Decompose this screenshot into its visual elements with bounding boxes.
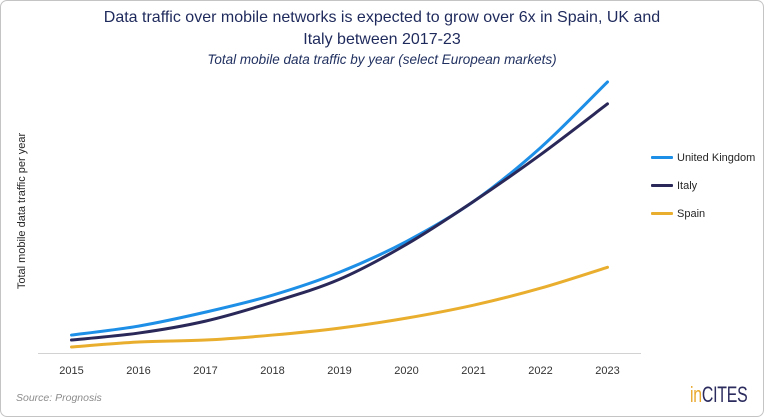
x-tick-label: 2021 <box>461 365 485 377</box>
chart-title-line-2: Italy between 2017-23 <box>303 31 461 48</box>
legend-swatch-spain <box>651 212 673 215</box>
x-tick-label: 2016 <box>126 365 150 377</box>
series-line-italy <box>70 102 609 342</box>
x-tick-label: 2022 <box>528 365 552 377</box>
source-note: Source: Prognosis <box>16 392 102 404</box>
chart-title-line-1: Data traffic over mobile networks is exp… <box>103 9 661 26</box>
logo-prefix: in <box>690 382 702 407</box>
legend-item-italy: Italy <box>651 178 759 194</box>
x-tick-labels: 2015 2016 2017 2018 2019 2020 2021 2022 2023 <box>59 365 619 377</box>
legend: United Kingdom Italy Spain <box>651 140 759 230</box>
x-tick-label: 2017 <box>193 365 217 377</box>
legend-item-spain: Spain <box>651 206 759 222</box>
legend-swatch-united-kingdom <box>651 156 673 159</box>
y-axis-label: Total mobile data traffic per year <box>16 133 28 290</box>
legend-item-united-kingdom: United Kingdom <box>651 150 759 166</box>
chart-subtitle: Total mobile data traffic by year (selec… <box>207 52 557 67</box>
legend-swatch-italy <box>651 184 673 187</box>
incites-logo: inCITES <box>690 382 748 408</box>
series-lines <box>70 80 609 349</box>
legend-label-united-kingdom: United Kingdom <box>677 152 756 164</box>
x-tick-label: 2019 <box>327 365 351 377</box>
logo-suffix: CITES <box>701 382 748 407</box>
legend-label-spain: Spain <box>677 208 706 220</box>
x-tick-label: 2018 <box>260 365 284 377</box>
series-line-spain <box>70 265 609 349</box>
x-tick-label: 2015 <box>59 365 83 377</box>
series-line-united-kingdom <box>70 80 609 337</box>
legend-label-italy: Italy <box>677 180 698 192</box>
x-tick-label: 2023 <box>595 365 619 377</box>
x-tick-label: 2020 <box>394 365 418 377</box>
